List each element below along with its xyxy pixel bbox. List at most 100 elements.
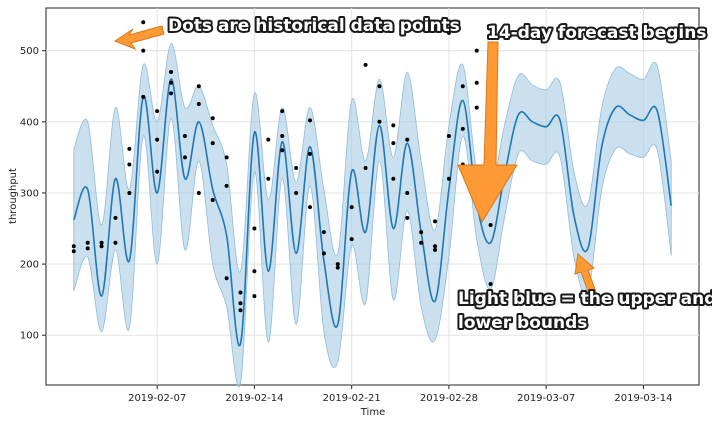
history-point <box>405 190 410 195</box>
history-point <box>266 137 271 142</box>
x-tick-label: 2019-02-07 <box>128 393 186 404</box>
history-point <box>446 30 451 35</box>
history-point <box>488 281 493 286</box>
history-point <box>210 198 215 203</box>
history-point <box>113 215 118 220</box>
history-point <box>113 240 118 245</box>
history-point <box>127 162 132 167</box>
history-point <box>141 48 146 53</box>
annotation-dots: Dots are historical data points <box>168 16 460 36</box>
annotation-forecast: 14-day forecast begins <box>487 23 706 43</box>
history-point <box>391 141 396 146</box>
history-point <box>196 102 201 107</box>
history-point <box>155 137 160 142</box>
y-axis-label: throughput <box>8 168 19 224</box>
history-point <box>391 176 396 181</box>
history-point <box>155 169 160 174</box>
x-tick-label: 2019-03-14 <box>614 393 672 404</box>
forecast-line <box>73 78 673 347</box>
x-tick-label: 2019-02-14 <box>225 393 283 404</box>
history-point <box>252 269 257 274</box>
arrow-dots <box>113 25 165 51</box>
history-point <box>182 134 187 139</box>
history-point <box>141 94 146 99</box>
y-tick-label: 500 <box>20 46 39 57</box>
history-point <box>377 84 382 89</box>
history-point <box>349 205 354 210</box>
history-point <box>238 308 243 313</box>
history-point <box>252 294 257 299</box>
axis-ticks: 2019-02-07 2019-02-14 2019-02-21 2019-02-28… <box>20 46 673 404</box>
history-point <box>294 190 299 195</box>
history-point <box>210 116 215 121</box>
annotation-bounds-line1: Light blue = the upper and <box>458 289 712 309</box>
history-point <box>488 222 493 227</box>
history-point <box>474 80 479 85</box>
arrow-forecast <box>457 41 518 224</box>
history-point <box>363 20 368 25</box>
annotation-bounds-line2: lower bounds <box>458 313 587 333</box>
history-point <box>349 237 354 242</box>
history-point <box>419 230 424 235</box>
history-point <box>419 240 424 245</box>
history-point <box>169 70 174 75</box>
history-point <box>99 244 104 249</box>
history-point <box>405 137 410 142</box>
history-point <box>169 80 174 85</box>
history-point <box>363 166 368 171</box>
history-point <box>71 244 76 249</box>
history-point <box>321 251 326 256</box>
history-point <box>433 219 438 224</box>
history-point <box>252 226 257 231</box>
history-point <box>460 126 465 131</box>
history-point <box>224 155 229 160</box>
history-point <box>127 190 132 195</box>
history-point <box>405 215 410 220</box>
history-point <box>474 48 479 53</box>
history-point <box>307 151 312 156</box>
history-point <box>307 205 312 210</box>
x-tick-label: 2019-02-28 <box>420 393 478 404</box>
history-point <box>363 62 368 67</box>
history-point <box>335 262 340 267</box>
history-point <box>169 91 174 96</box>
history-point <box>377 119 382 124</box>
history-point <box>321 230 326 235</box>
annotation-arrows <box>113 25 597 295</box>
history-point <box>446 176 451 181</box>
history-point <box>280 109 285 114</box>
history-point <box>127 146 132 151</box>
history-point <box>294 166 299 171</box>
x-tick-label: 2019-02-21 <box>323 393 381 404</box>
history-point <box>266 176 271 181</box>
history-point <box>224 276 229 281</box>
history-point <box>238 290 243 295</box>
history-point <box>307 118 312 123</box>
x-axis-label: Time <box>360 407 385 418</box>
forecast-series <box>73 78 673 347</box>
arrow-bounds <box>574 253 597 295</box>
history-point <box>141 20 146 25</box>
uncertainty-band <box>73 43 672 387</box>
y-tick-label: 100 <box>20 331 39 342</box>
history-point <box>155 109 160 114</box>
history-point <box>391 123 396 128</box>
x-tick-label: 2019-03-07 <box>517 393 575 404</box>
history-point <box>433 244 438 249</box>
history-point <box>280 148 285 153</box>
history-point <box>433 247 438 252</box>
uncertainty-band-area <box>73 43 672 387</box>
y-tick-label: 200 <box>20 260 39 271</box>
y-tick-label: 300 <box>20 188 39 199</box>
history-point <box>238 301 243 306</box>
history-point <box>85 246 90 251</box>
history-point <box>71 249 76 254</box>
history-point <box>196 190 201 195</box>
history-point <box>210 141 215 146</box>
history-point <box>196 84 201 89</box>
history-point <box>335 265 340 270</box>
history-point <box>182 155 187 160</box>
history-point <box>446 134 451 139</box>
history-point <box>99 240 104 245</box>
